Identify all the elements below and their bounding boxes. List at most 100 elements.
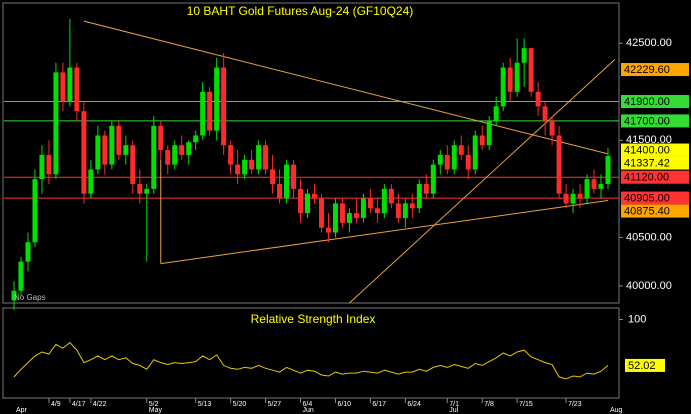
x-tick-label: 7/8 [484,401,494,408]
candle-body [207,91,213,131]
price-panel [2,2,620,304]
month-label: Aug [610,407,623,414]
candle-body [270,169,276,185]
candle-body [444,154,450,170]
candle-body [291,164,297,189]
candle-body [102,135,108,165]
month-label: Jun [303,407,314,414]
candle-body [235,164,241,175]
candle-body [416,184,422,209]
candle-body [465,154,471,170]
candle-body [367,198,373,209]
month-label: May [149,407,163,414]
candle-body [423,184,429,194]
x-tick-label: 5/2 [149,401,159,408]
candle-body [137,184,143,194]
candle-body [18,261,24,291]
price-marker-label: 40875.40 [624,205,670,217]
candle-body [263,145,269,170]
candle-body [221,67,227,146]
candle-body [360,198,366,218]
candle-body [598,184,604,189]
candle-body [451,145,457,170]
candle-body [388,188,394,204]
candle-body [123,145,129,155]
candle-body [395,203,401,218]
candle-body [528,48,534,92]
candle-body [591,179,597,189]
plot-layer: 40000.00 40500.00 41500.00 42500.00 42229.60… [4,19,689,414]
price-marker-label: 41337.42 [624,157,670,169]
candle-body [521,48,527,63]
candle-body [249,159,255,170]
candle-body [430,164,436,194]
candle-body [186,142,192,155]
candle-body [353,213,359,218]
price-marker [621,114,689,128]
candle-body [172,145,178,165]
month-label: Jul [449,407,458,414]
candle-body [318,198,324,228]
month-label: Apr [16,407,28,414]
candle-body [339,203,345,223]
candle-body [549,120,555,136]
candle-body [570,193,576,204]
candle-body [437,154,443,165]
x-tick-label: 4/9 [51,401,61,408]
trendline [83,20,609,155]
price-marker [621,191,689,205]
x-tick-label: 7/23 [568,401,582,408]
price-marker [621,156,689,170]
candle-body [67,67,73,102]
rsi-tick-label: 100 [628,313,646,325]
candle-body [256,145,262,170]
candle-body [325,227,331,233]
rsi-panel [2,307,620,399]
candle-body [486,120,492,146]
chart-title: 10 BAHT Gold Futures Aug-24 (GF10Q24) [187,4,414,18]
candle-body [88,169,94,194]
candle-body [130,145,136,185]
candle-body [298,188,304,214]
x-tick-label: 5/27 [268,401,282,408]
price-marker [621,143,689,157]
candle-body [605,156,611,185]
candle-body [193,135,199,143]
candle-body [151,125,157,189]
candle-body [242,159,248,175]
candle-body [346,213,352,223]
y-tick-label: 40000.00 [626,280,672,292]
candle-body [381,188,387,214]
candle-body [402,203,408,218]
candle-body [11,290,17,301]
candle-body [81,111,87,194]
candle-body [507,67,513,92]
candle-body [165,150,171,165]
candle-body [479,135,485,146]
candle-body [514,62,520,92]
x-tick-label: 5/13 [198,401,212,408]
candle-body [39,154,45,180]
candle-body [556,135,562,194]
y-tick-label: 42500.00 [626,37,672,49]
candle-body [493,106,499,121]
candle-body [144,188,150,194]
candle-body [109,125,115,165]
price-marker [621,170,689,184]
rsi-value-label: 52.02 [628,360,656,372]
candle-body [200,91,206,136]
price-marker-label: 41700.00 [624,115,670,127]
rsi-value-box [625,358,665,372]
x-tick-label: 7/1 [449,401,459,408]
note: No Gaps [14,293,46,302]
trendline [349,59,616,304]
candle-body [179,145,185,155]
candle-body [563,193,569,204]
candle-body [32,179,38,243]
x-tick-label: 7/15 [519,401,533,408]
candle-body [228,145,234,165]
candle-body [311,193,317,199]
candle-body [277,184,283,199]
x-tick-label: 4/17 [72,401,86,408]
